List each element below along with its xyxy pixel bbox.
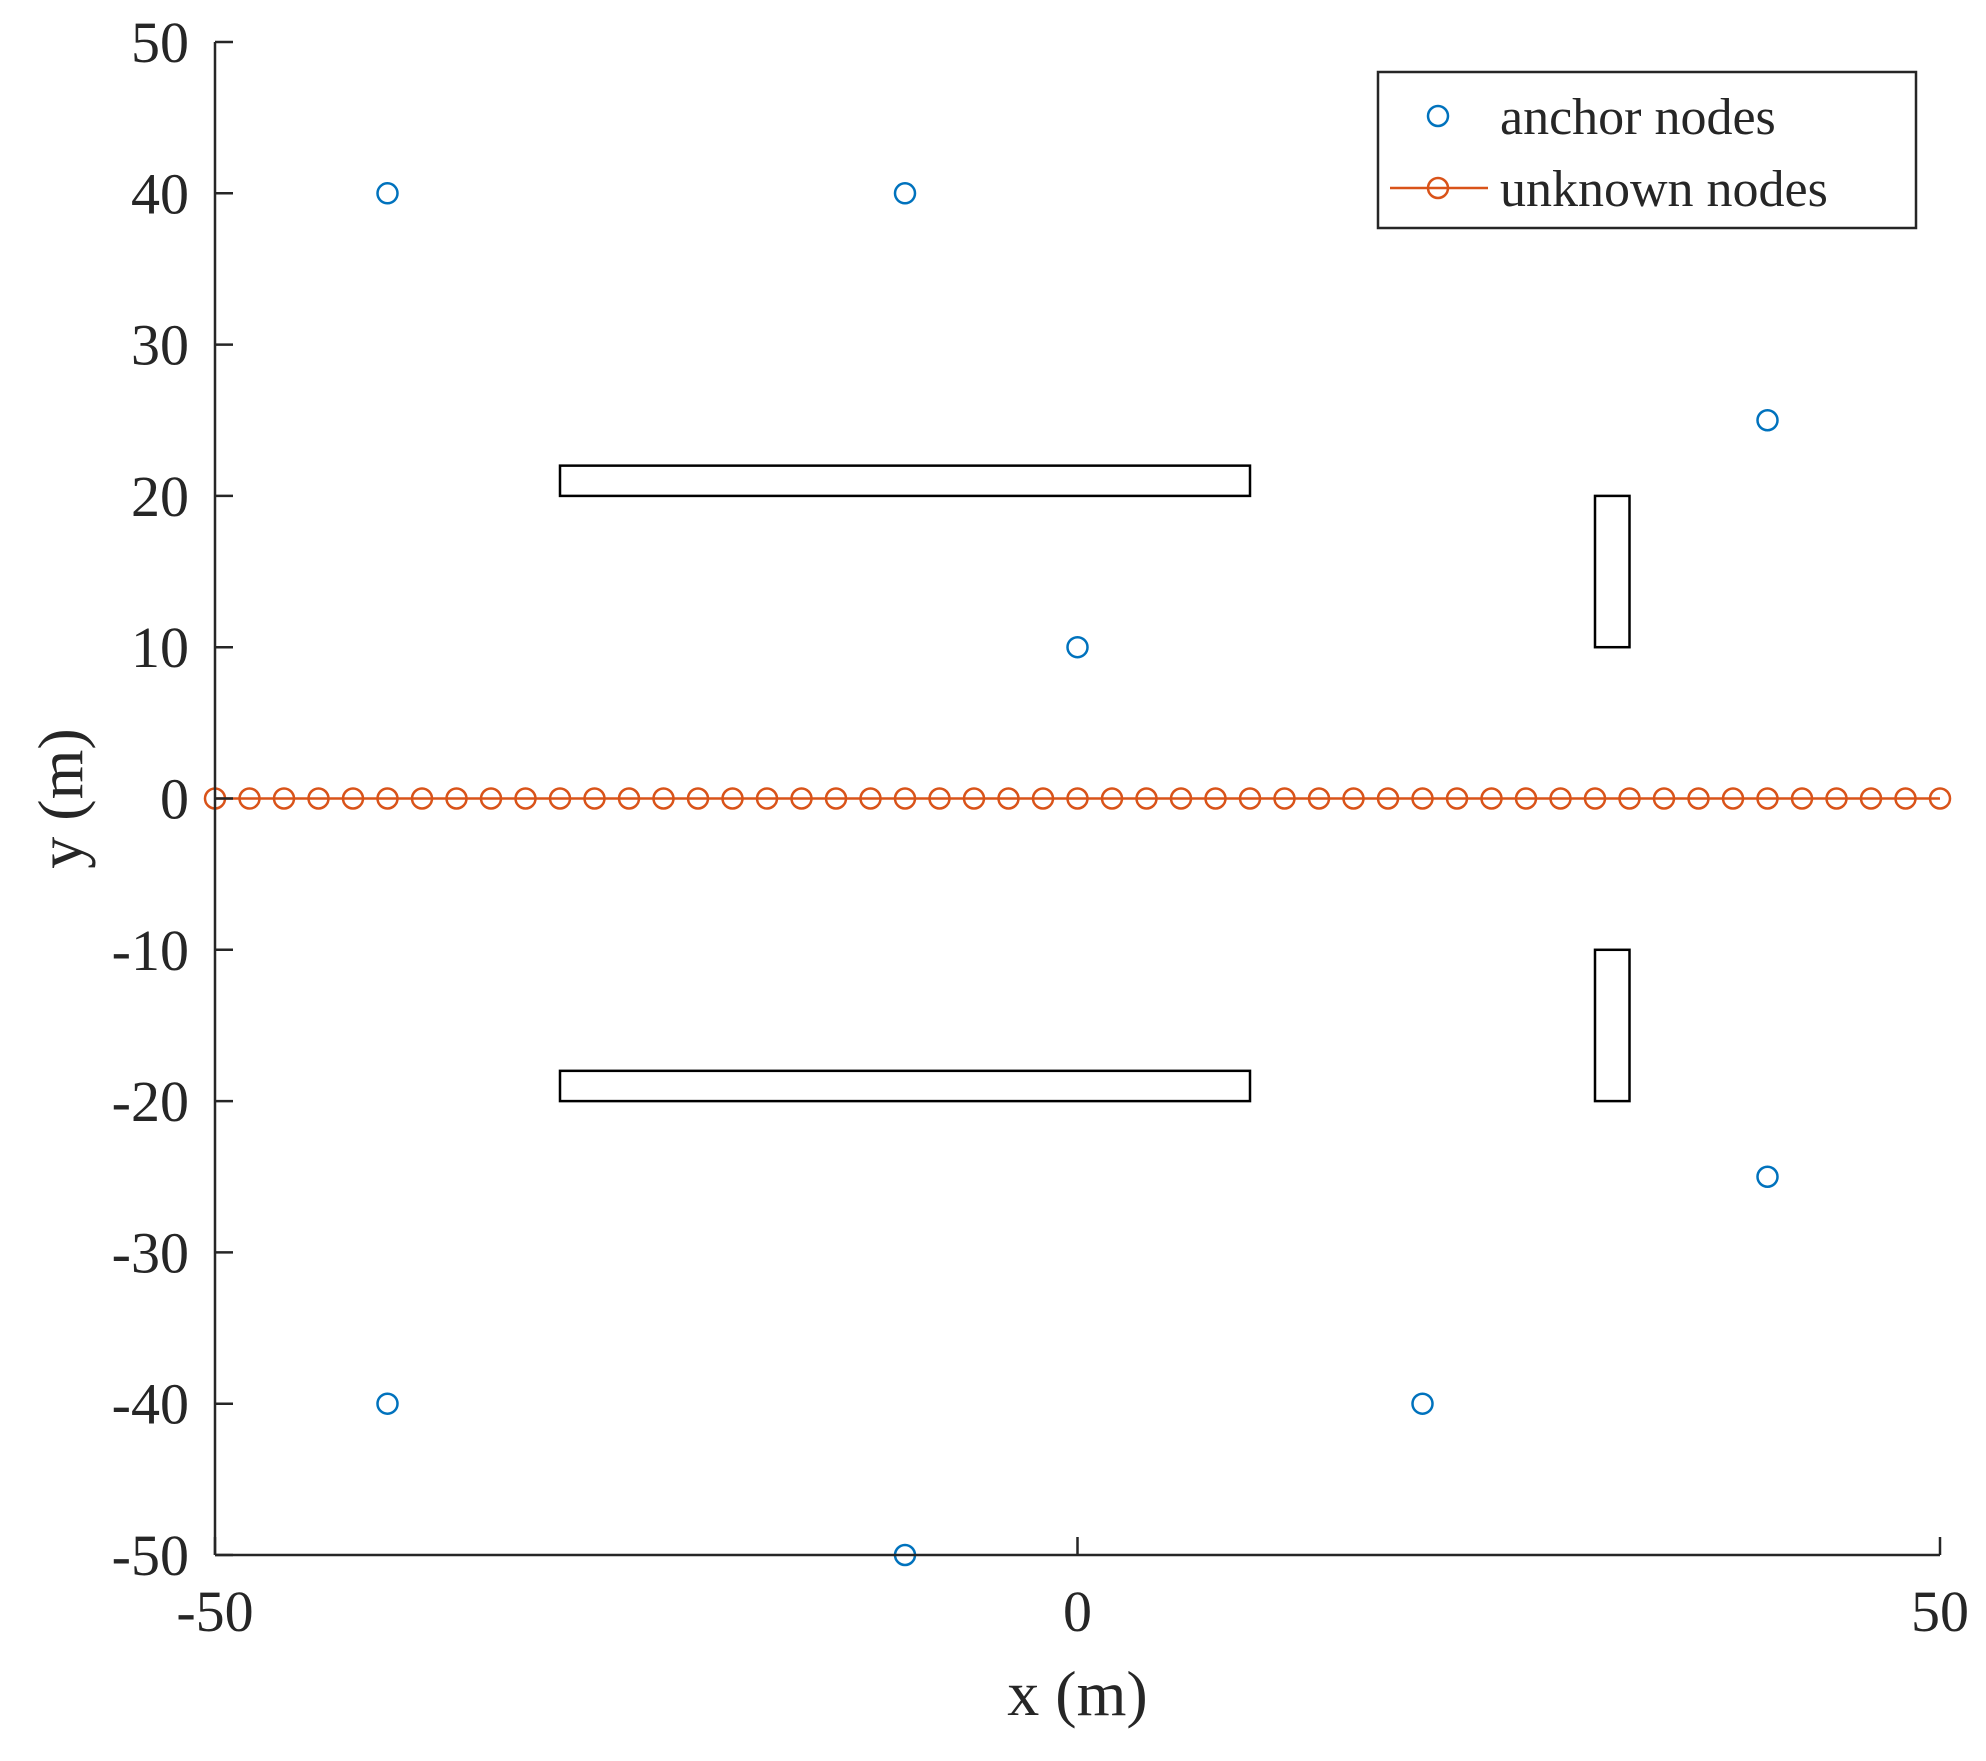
unknown-node-point (1169, 787, 1193, 810)
unknown-node-point (1100, 787, 1124, 810)
unknown-node-point (997, 787, 1020, 810)
y-tick-label: -50 (112, 1523, 189, 1588)
unknown-node-point (962, 787, 986, 810)
unknown-node-point (1894, 787, 1917, 810)
unknown-node-point (1825, 787, 1848, 810)
unknown-node-point (548, 787, 572, 810)
unknown-node-point (1238, 787, 1262, 810)
x-tick-label: 50 (1911, 1579, 1969, 1644)
legend-entries: anchor nodes unknown nodes (1390, 89, 1828, 218)
unknown-node-point (755, 787, 779, 810)
unknown-node-point (1583, 787, 1607, 810)
unknown-node-point (1549, 787, 1572, 810)
unknown-node-point (824, 787, 848, 810)
anchor-node-point (376, 1392, 399, 1415)
unknown-node-point (514, 787, 537, 810)
legend: anchor nodes unknown nodes (1376, 70, 1918, 230)
obstacle-rect (558, 1069, 1252, 1103)
unknown-node-point (1790, 787, 1814, 810)
unknown-node-point (1687, 787, 1710, 810)
legend-marker-unknown-nodes (1426, 176, 1450, 200)
x-tick-label: -50 (176, 1579, 253, 1644)
unknown-node-point (1756, 787, 1779, 810)
unknown-node-point (928, 787, 951, 810)
obstacle-rect (1593, 948, 1631, 1103)
unknown-node-point (1273, 787, 1296, 810)
x-axis-title: x (m) (1007, 1658, 1147, 1729)
unknown-node-point (1342, 787, 1365, 810)
unknown-node-point (307, 787, 330, 810)
unknown-node-point (721, 787, 744, 810)
y-tick-label: -30 (112, 1220, 189, 1285)
unknown-node-point (1480, 787, 1503, 810)
unknown-node-point (1445, 787, 1469, 810)
obstacles-layer (558, 464, 1631, 1103)
unknown-node-point (272, 787, 296, 810)
y-tick-label: 20 (131, 464, 189, 529)
anchor-node-point (893, 182, 917, 205)
unknown-node-point (1859, 787, 1883, 810)
unknown-node-point (1721, 787, 1745, 810)
obstacle-rect (558, 464, 1252, 498)
y-tick-label: 30 (131, 313, 189, 378)
unknown-node-point (790, 787, 813, 810)
y-tick-label: -40 (112, 1372, 189, 1437)
unknown-node-point (1376, 787, 1400, 810)
y-tick-label: 40 (131, 161, 189, 226)
unknown-node-point (686, 787, 710, 810)
anchor-node-point (376, 182, 399, 205)
unknown-node-point (1928, 787, 1952, 810)
x-tick-label: 0 (1063, 1579, 1092, 1644)
y-tick-label: 0 (160, 767, 189, 832)
series-layer (203, 182, 1952, 1567)
obstacle-rect (1593, 494, 1631, 649)
unknown-node-point (583, 787, 606, 810)
legend-box (1376, 70, 1918, 230)
unknown-node-point (238, 787, 261, 810)
unknown-node-point (410, 787, 434, 810)
y-tick-label: -20 (112, 1069, 189, 1134)
anchor-node-point (1411, 1392, 1434, 1415)
unknown-node-point (1411, 787, 1434, 810)
unknown-node-point (1135, 787, 1158, 810)
unknown-node-point (479, 787, 503, 810)
unknown-node-point (1514, 787, 1538, 810)
unknown-node-point (1652, 787, 1676, 810)
ticks-layer: -50 -40 -30 -20 -10 0 10 20 30 40 50 -50 0 50 (112, 10, 1969, 1644)
unknown-node-point (1031, 787, 1055, 810)
y-tick-label: 50 (131, 10, 189, 75)
unknown-node-point (617, 787, 641, 810)
unknown-node-point (341, 787, 365, 810)
unknown-node-point (1618, 787, 1641, 810)
anchor-node-point (1756, 1165, 1779, 1188)
unknown-node-point (652, 787, 675, 810)
unknown-node-point (893, 787, 917, 810)
y-axis-title: y (m) (25, 728, 96, 868)
unknown-node-point (376, 787, 399, 810)
y-tick-label: 10 (131, 615, 189, 680)
unknown-node-point (1066, 787, 1089, 810)
legend-label: anchor nodes (1500, 89, 1776, 146)
y-tick-label: -10 (112, 918, 189, 983)
unknown-node-point (1204, 787, 1227, 810)
unknown-node-point (859, 787, 882, 810)
anchor-node-point (1756, 409, 1779, 432)
legend-marker-anchor-nodes (1426, 104, 1450, 128)
anchor-node-point (1066, 635, 1089, 659)
unknown-node-point (445, 787, 468, 810)
unknown-node-point (1307, 787, 1331, 810)
legend-label: unknown nodes (1500, 161, 1828, 218)
